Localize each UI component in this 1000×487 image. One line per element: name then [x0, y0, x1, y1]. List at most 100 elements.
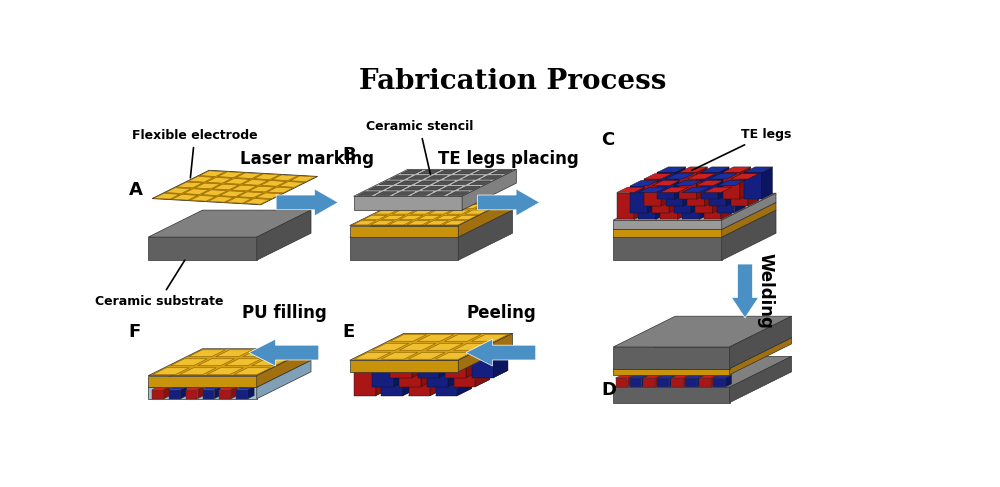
Polygon shape — [701, 172, 718, 199]
Polygon shape — [695, 180, 724, 186]
Polygon shape — [234, 368, 270, 375]
Polygon shape — [472, 371, 508, 377]
Polygon shape — [468, 199, 492, 204]
Polygon shape — [404, 187, 426, 190]
Polygon shape — [436, 389, 472, 395]
Polygon shape — [412, 192, 433, 195]
Polygon shape — [238, 192, 263, 198]
Polygon shape — [717, 186, 734, 213]
Polygon shape — [616, 375, 634, 378]
Polygon shape — [613, 229, 722, 237]
Polygon shape — [731, 264, 759, 318]
Polygon shape — [213, 184, 239, 190]
Polygon shape — [448, 192, 469, 195]
Polygon shape — [713, 180, 724, 213]
Polygon shape — [200, 171, 225, 176]
Polygon shape — [218, 172, 243, 177]
Polygon shape — [472, 335, 508, 341]
Polygon shape — [687, 174, 716, 179]
Polygon shape — [613, 203, 776, 229]
Polygon shape — [462, 175, 484, 179]
Text: F: F — [129, 323, 141, 341]
Polygon shape — [435, 353, 472, 359]
Polygon shape — [236, 390, 248, 399]
Polygon shape — [679, 167, 707, 172]
Polygon shape — [454, 215, 477, 220]
Polygon shape — [697, 375, 704, 387]
Polygon shape — [445, 353, 466, 377]
Polygon shape — [396, 199, 419, 204]
Polygon shape — [208, 197, 234, 202]
Polygon shape — [466, 339, 536, 366]
Text: D: D — [602, 381, 617, 399]
Polygon shape — [701, 167, 729, 172]
Polygon shape — [425, 221, 448, 225]
Polygon shape — [390, 175, 411, 179]
Polygon shape — [350, 199, 512, 225]
Polygon shape — [660, 187, 688, 192]
Text: PU filling: PU filling — [242, 304, 326, 322]
Polygon shape — [350, 210, 512, 237]
Polygon shape — [459, 187, 480, 190]
Polygon shape — [417, 335, 454, 341]
Polygon shape — [214, 386, 221, 399]
Polygon shape — [657, 167, 686, 172]
Polygon shape — [454, 343, 490, 350]
Polygon shape — [744, 172, 762, 199]
Polygon shape — [648, 180, 659, 213]
Polygon shape — [423, 187, 444, 190]
Polygon shape — [372, 343, 409, 350]
Polygon shape — [709, 179, 726, 206]
Polygon shape — [657, 172, 675, 199]
Polygon shape — [613, 210, 776, 237]
Polygon shape — [451, 181, 473, 185]
Polygon shape — [660, 192, 678, 220]
Polygon shape — [195, 183, 220, 189]
Polygon shape — [695, 186, 713, 213]
Polygon shape — [202, 190, 227, 195]
Polygon shape — [376, 192, 397, 195]
Polygon shape — [267, 187, 293, 193]
Polygon shape — [197, 386, 204, 399]
Polygon shape — [430, 364, 445, 395]
Polygon shape — [148, 210, 311, 237]
Polygon shape — [699, 375, 718, 378]
Polygon shape — [744, 167, 772, 172]
Polygon shape — [722, 210, 776, 260]
Polygon shape — [458, 210, 512, 260]
Text: A: A — [129, 181, 143, 199]
Polygon shape — [630, 186, 648, 213]
Polygon shape — [671, 378, 683, 387]
Polygon shape — [687, 179, 705, 206]
Polygon shape — [220, 191, 245, 197]
Polygon shape — [236, 386, 254, 390]
Polygon shape — [472, 353, 494, 377]
Polygon shape — [350, 225, 458, 237]
Polygon shape — [202, 390, 214, 399]
Polygon shape — [270, 350, 307, 356]
Polygon shape — [734, 180, 745, 213]
Polygon shape — [699, 378, 711, 387]
Polygon shape — [171, 359, 207, 366]
Polygon shape — [389, 221, 412, 225]
Polygon shape — [655, 375, 662, 387]
Polygon shape — [675, 167, 686, 199]
Polygon shape — [486, 199, 510, 204]
Polygon shape — [148, 375, 257, 387]
Polygon shape — [392, 210, 416, 214]
Polygon shape — [430, 192, 451, 195]
Polygon shape — [219, 386, 237, 390]
Polygon shape — [617, 187, 645, 192]
Polygon shape — [409, 389, 445, 395]
Text: Peeling: Peeling — [466, 304, 536, 322]
Polygon shape — [685, 378, 697, 387]
Polygon shape — [439, 205, 463, 209]
Polygon shape — [652, 186, 669, 213]
Polygon shape — [437, 170, 458, 174]
Polygon shape — [164, 386, 170, 399]
Polygon shape — [272, 175, 298, 181]
Polygon shape — [465, 210, 488, 214]
Polygon shape — [368, 187, 390, 190]
Polygon shape — [202, 386, 221, 390]
Polygon shape — [412, 346, 427, 377]
